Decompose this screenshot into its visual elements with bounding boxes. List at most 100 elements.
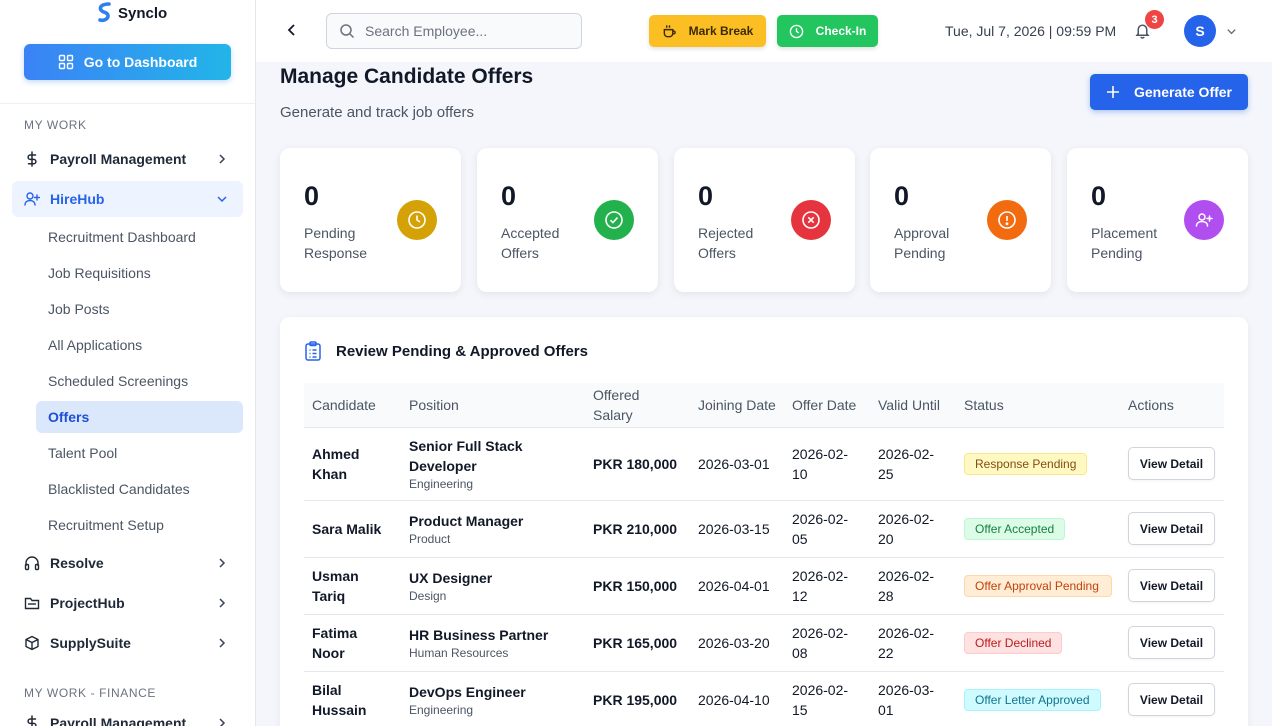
position-department: Engineering: [409, 476, 474, 491]
chevron-left-icon[interactable]: [284, 22, 300, 38]
chevron-down-icon[interactable]: [1225, 25, 1238, 38]
sidebar-item-hirehub[interactable]: HireHub: [12, 181, 243, 217]
view-detail-button[interactable]: View Detail: [1128, 683, 1215, 717]
stat-icon-wrap: [987, 200, 1027, 240]
section-my-work-finance: MY WORK - FINANCE: [24, 686, 156, 700]
position-department: Product: [409, 531, 451, 546]
dollar-icon: [27, 151, 37, 167]
column-header-joining-date: Joining Date: [698, 396, 776, 413]
user-plus-icon: [24, 192, 40, 206]
search-input[interactable]: [365, 23, 565, 39]
sidebar-item-resolve[interactable]: Resolve: [12, 545, 243, 581]
brand-name: Synclo: [118, 4, 168, 22]
topbar: Mark Break Check-In Tue, Jul 7, 2026 | 0…: [256, 0, 1272, 62]
folder-icon: [24, 597, 40, 610]
sidebar-sub-recruitment-setup[interactable]: Recruitment Setup: [48, 517, 164, 533]
sidebar-item-label: Payroll Management: [50, 151, 187, 167]
offered-salary: PKR 195,000: [585, 670, 690, 726]
actions-cell: View Detail: [1120, 613, 1224, 671]
sidebar-sub-recruitment-dashboard[interactable]: Recruitment Dashboard: [48, 229, 196, 245]
valid-until: 2026-02-25: [870, 426, 956, 500]
joining-date: 2026-04-01: [690, 556, 784, 614]
offer-date: 2026-02-05: [784, 499, 870, 557]
sidebar-sub-offers[interactable]: Offers: [36, 401, 243, 433]
sidebar-item-projecthub[interactable]: ProjectHub: [12, 585, 243, 621]
sidebar-sub-talent-pool[interactable]: Talent Pool: [48, 445, 118, 461]
go-to-dashboard-button[interactable]: Go to Dashboard: [24, 44, 231, 80]
offered-salary: PKR 180,000: [585, 426, 690, 500]
offered-salary: PKR 165,000: [585, 613, 690, 671]
column-header-offer-date: Offer Date: [792, 396, 857, 413]
table-card-header: Review Pending & Approved Offers: [304, 341, 588, 361]
column-header-actions: Actions: [1128, 396, 1174, 413]
stat-value: 0: [501, 181, 517, 211]
joining-date: 2026-03-15: [690, 499, 784, 557]
status-badge: Offer Accepted: [964, 517, 1066, 540]
stat-label: Approval Pending: [894, 225, 950, 261]
offers-table-card: Review Pending & Approved Offers Candida…: [280, 317, 1248, 726]
joining-date: 2026-03-01: [690, 426, 784, 500]
stat-icon-wrap: [397, 200, 437, 240]
status-badge: Offer Approval Pending: [964, 574, 1112, 597]
column-header-candidate: Candidate: [312, 396, 376, 413]
view-detail-button[interactable]: View Detail: [1128, 447, 1215, 480]
view-detail-button[interactable]: View Detail: [1128, 512, 1215, 545]
sidebar-item-label: HireHub: [50, 191, 105, 207]
stat-value: 0: [1091, 181, 1107, 211]
stat-card-rejected-offers: 0 Rejected Offers: [674, 148, 855, 292]
joining-date: 2026-04-10: [690, 670, 784, 726]
check-circle-icon: [605, 211, 623, 229]
sidebar-sub-job-requisitions[interactable]: Job Requisitions: [48, 265, 151, 281]
position-title: DevOps Engineer: [409, 683, 526, 700]
candidate-name: Ahmed Khan: [304, 426, 401, 500]
position-cell: Senior Full Stack Developer Engineering: [401, 426, 585, 500]
offered-salary: PKR 150,000: [585, 556, 690, 614]
column-header-status: Status: [964, 396, 1004, 413]
mark-break-button[interactable]: Mark Break: [649, 15, 766, 47]
sidebar-sub-all-applications[interactable]: All Applications: [48, 337, 143, 353]
chevron-down-icon: [217, 196, 227, 203]
stat-label: Rejected Offers: [698, 225, 754, 261]
stat-value: 0: [698, 181, 714, 211]
sidebar-sub-blacklisted-candidates[interactable]: Blacklisted Candidates: [48, 481, 190, 497]
status-badge: Offer Letter Approved: [964, 688, 1101, 711]
offer-date: 2026-02-08: [784, 613, 870, 671]
sidebar-item-label: Payroll Management: [50, 715, 187, 726]
table-row: Fatima Noor HR Business Partner Human Re…: [304, 613, 1224, 671]
valid-until: 2026-02-28: [870, 556, 956, 614]
column-header-valid-until: Valid Until: [878, 396, 940, 413]
sidebar-item-finance-payroll-management[interactable]: Payroll Management: [12, 705, 243, 726]
offer-date: 2026-02-15: [784, 670, 870, 726]
sidebar-item-payroll-management[interactable]: Payroll Management: [12, 141, 243, 177]
table-row: Usman Tariq UX Designer Design PKR 150,0…: [304, 556, 1224, 614]
sidebar-sub-job-posts[interactable]: Job Posts: [48, 301, 110, 317]
search-icon: [340, 24, 355, 39]
bell-icon[interactable]: [1134, 22, 1151, 39]
clock-icon: [408, 211, 426, 229]
avatar[interactable]: S: [1184, 15, 1216, 47]
sidebar-sub-scheduled-screenings[interactable]: Scheduled Screenings: [48, 373, 189, 389]
check-in-button[interactable]: Check-In: [777, 15, 878, 47]
column-header-offered-salary: Offered Salary: [593, 386, 640, 423]
view-detail-button[interactable]: View Detail: [1128, 626, 1215, 659]
sidebar-item-supplysuite[interactable]: SupplySuite: [12, 625, 243, 661]
view-detail-button[interactable]: View Detail: [1128, 569, 1215, 602]
stat-card-approval-pending: 0 Approval Pending: [870, 148, 1051, 292]
position-department: Human Resources: [409, 645, 509, 660]
sidebar-divider: [0, 103, 255, 104]
status-badge: Response Pending: [964, 452, 1088, 475]
chevron-right-icon: [219, 638, 226, 648]
stat-icon-wrap: [1184, 200, 1224, 240]
position-title: UX Designer: [409, 569, 493, 586]
position-cell: DevOps Engineer Engineering: [401, 670, 585, 726]
stat-card-pending-response: 0 Pending Response: [280, 148, 461, 292]
sidebar: Synclo Go to Dashboard MY WORK Payroll M…: [0, 0, 256, 726]
plus-icon: [1106, 86, 1119, 98]
brand-logo[interactable]: Synclo: [96, 0, 167, 26]
page-subtitle: Generate and track job offers: [280, 104, 475, 121]
offered-salary: PKR 210,000: [585, 499, 690, 557]
offer-date: 2026-02-10: [784, 426, 870, 500]
generate-offer-button[interactable]: Generate Offer: [1090, 74, 1248, 110]
stat-label: Accepted Offers: [501, 225, 560, 261]
notification-badge: 3: [1145, 10, 1164, 29]
